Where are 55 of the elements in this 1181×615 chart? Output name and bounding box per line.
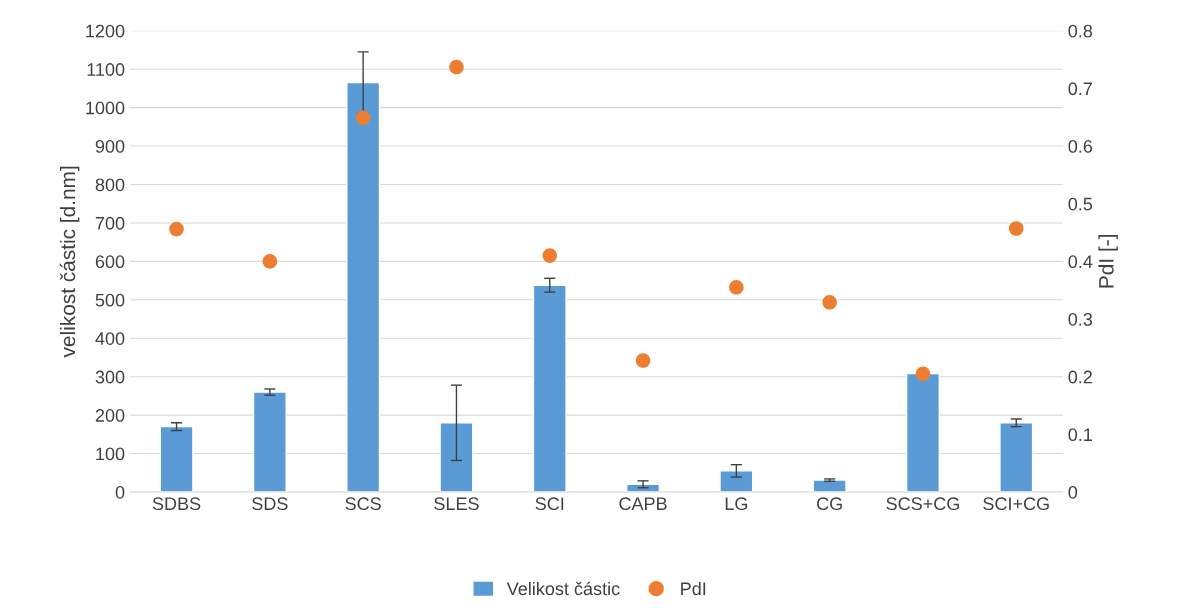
y-axis-title: velikost částic [d.nm] bbox=[59, 166, 80, 358]
y2-tick-label: 0.6 bbox=[1068, 140, 1093, 153]
y2-tick-label: 0.1 bbox=[1068, 428, 1092, 442]
y2-tick-label: 0.7 bbox=[1068, 82, 1092, 96]
point bbox=[542, 248, 558, 263]
bar bbox=[346, 81, 381, 492]
point bbox=[449, 59, 464, 75]
bar bbox=[159, 425, 194, 492]
x-tick-label: CAPB bbox=[619, 497, 667, 511]
y2-axis-title: PdI [-] bbox=[1098, 235, 1118, 288]
y-tick-label: 100 bbox=[96, 447, 125, 461]
point bbox=[262, 254, 278, 269]
y-tick-label: 600 bbox=[95, 255, 125, 269]
x-tick-label: SLES bbox=[434, 497, 479, 511]
y2-tick-label: 0.4 bbox=[1068, 255, 1093, 269]
legend-label: PdI bbox=[681, 581, 706, 596]
point bbox=[729, 280, 744, 295]
y2-tick-label: 0.8 bbox=[1068, 24, 1093, 38]
x-tick-label: CG bbox=[817, 497, 842, 511]
y2-tick-label: 0 bbox=[1068, 485, 1078, 499]
x-tick-label: SDBS bbox=[152, 497, 201, 511]
y-tick-label: 900 bbox=[95, 140, 125, 153]
bar bbox=[252, 391, 287, 492]
x-tick-label: LG bbox=[725, 497, 748, 511]
y2-tick-label: 0.3 bbox=[1068, 312, 1093, 326]
y-tick-label: 700 bbox=[95, 216, 125, 230]
bar bbox=[999, 422, 1034, 492]
y-tick-label: 1100 bbox=[87, 63, 125, 76]
y-tick-label: 200 bbox=[95, 409, 125, 422]
point bbox=[915, 366, 931, 382]
y2-tick-label: 0.5 bbox=[1068, 197, 1093, 211]
x-tick-label: SCI+CG bbox=[983, 497, 1049, 511]
point bbox=[635, 353, 651, 368]
y-tick-label: 1000 bbox=[86, 101, 125, 115]
legend-label: Velikost částic bbox=[506, 581, 620, 596]
y-tick-label: 1200 bbox=[86, 24, 125, 38]
point bbox=[355, 110, 371, 126]
y-tick-label: 0 bbox=[115, 485, 125, 499]
x-tick-label: SCI bbox=[535, 497, 564, 511]
point bbox=[169, 221, 184, 237]
y-tick-label: 500 bbox=[95, 293, 125, 307]
point bbox=[1008, 221, 1024, 236]
bar bbox=[532, 284, 567, 492]
x-tick-label: SDS bbox=[252, 497, 288, 511]
x-tick-label: SCS+CG bbox=[886, 497, 959, 511]
y-tick-label: 800 bbox=[95, 178, 125, 192]
point bbox=[822, 295, 837, 310]
bar bbox=[439, 422, 474, 492]
y-tick-label: 400 bbox=[95, 332, 125, 345]
x-tick-label: SCS bbox=[345, 497, 381, 511]
y2-tick-label: 0.2 bbox=[1068, 370, 1092, 384]
y-tick-label: 300 bbox=[95, 370, 125, 384]
bar bbox=[812, 479, 847, 492]
bar bbox=[905, 372, 940, 492]
bar bbox=[719, 470, 754, 492]
